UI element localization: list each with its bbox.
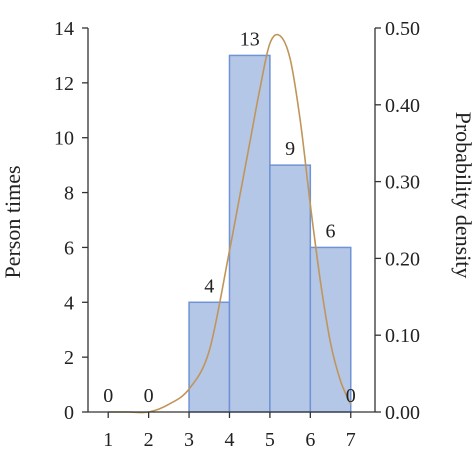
y-tick-label: 8 xyxy=(64,183,74,205)
x-tick-label: 3 xyxy=(184,429,194,451)
histogram-bar xyxy=(309,246,352,413)
y2-tick-label: 0.00 xyxy=(385,402,420,424)
y-tick-label: 6 xyxy=(64,237,74,259)
y-tick-label: 12 xyxy=(54,73,74,95)
data-label: 4 xyxy=(204,275,214,297)
y2-tick-label: 0.10 xyxy=(385,325,420,347)
y2-tick-label: 0.30 xyxy=(385,172,420,194)
histogram-bar xyxy=(188,301,231,413)
histogram-bars xyxy=(188,54,352,413)
data-label: 0 xyxy=(103,385,113,407)
data-labels: 0 0 4 13 9 6 0 xyxy=(103,28,356,407)
density-curve xyxy=(108,33,352,414)
y2-tick-label: 0.50 xyxy=(385,18,420,40)
x-tick-label: 4 xyxy=(224,429,234,451)
x-tick-label: 6 xyxy=(305,429,315,451)
y-tick-label: 4 xyxy=(64,292,74,314)
x-tick-label: 5 xyxy=(265,429,275,451)
histogram-bar xyxy=(228,54,271,413)
x-tick-label: 1 xyxy=(103,429,113,451)
y-tick-label: 0 xyxy=(64,402,74,424)
y-axis-title: Person times xyxy=(0,165,25,278)
data-label: 0 xyxy=(346,385,356,407)
y2-axis-title: Probability density xyxy=(451,112,474,279)
y2-tick-label: 0.40 xyxy=(385,95,420,117)
data-label: 6 xyxy=(326,220,336,242)
data-label: 9 xyxy=(285,138,295,160)
histogram-bar xyxy=(269,164,312,413)
y-tick-label: 2 xyxy=(64,347,74,369)
x-tick-label: 2 xyxy=(144,429,154,451)
y-tick-label: 14 xyxy=(54,18,74,40)
x-tick-label: 7 xyxy=(346,429,356,451)
y2-tick-label: 0.20 xyxy=(385,248,420,270)
data-label: 13 xyxy=(240,28,260,50)
data-label: 0 xyxy=(144,385,154,407)
y-tick-label: 10 xyxy=(54,128,74,150)
